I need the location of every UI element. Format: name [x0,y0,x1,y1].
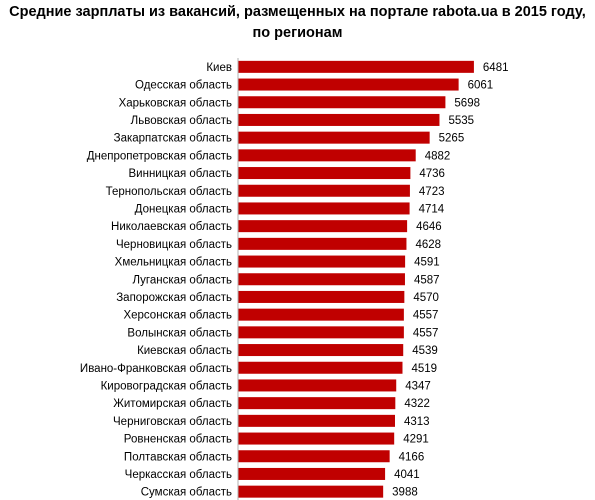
bar [238,414,395,427]
bar [238,184,410,197]
bar [238,202,410,215]
bar [238,290,405,303]
value-label: 4591 [414,257,440,269]
category-label: Закарпатская область [114,133,232,145]
category-label: Днепропетровская область [87,150,232,162]
value-label: 4041 [394,469,420,481]
value-label: 4557 [413,310,439,322]
category-label: Запорожская область [116,292,232,304]
value-label: 4519 [411,363,437,375]
bar [238,397,396,410]
bar [238,379,397,392]
value-label: 6061 [468,80,494,92]
bar [238,149,416,162]
category-label: Николаевская область [111,221,232,233]
bar [238,450,390,463]
category-label: Черкасская область [125,469,232,481]
value-label: 4736 [419,168,445,180]
category-label: Черновицкая область [116,239,232,251]
category-label: Одесская область [135,80,232,92]
value-label: 4628 [415,239,441,251]
value-label: 4557 [413,327,439,339]
bar [238,432,395,445]
bar [238,467,386,480]
chart-title-line-1: Средние зарплаты из вакансий, размещенны… [9,4,586,20]
bar [238,237,407,250]
bars-group: Киев 6481 Одесская область 6061 Харьковская … [80,60,509,499]
value-label: 5698 [454,97,480,109]
value-label: 4714 [419,203,445,215]
bar [238,255,406,268]
category-label: Киевская область [137,345,232,357]
value-label: 4646 [416,221,442,233]
bar [238,344,404,357]
value-label: 4570 [413,292,439,304]
category-label: Житомирская область [113,398,232,410]
bar [238,326,404,339]
value-label: 5265 [439,133,465,145]
value-label: 5535 [448,115,474,127]
bar [238,220,408,233]
bar [238,308,404,321]
bar [238,78,459,91]
category-label: Ровненская область [124,434,232,446]
value-label: 4539 [412,345,438,357]
category-label: Хмельницкая область [115,257,232,269]
value-label: 4313 [404,416,430,428]
category-label: Кировоградская область [101,380,232,392]
chart-title: Средние зарплаты из вакансий, размещенны… [0,2,595,44]
bar [238,131,430,144]
bar [238,273,405,286]
category-label: Донецкая область [135,203,232,215]
bar [238,167,411,180]
bar [238,113,440,126]
value-label: 4882 [425,150,451,162]
category-label: Луганская область [132,274,232,286]
value-label: 4347 [405,380,431,392]
bar [238,96,446,109]
bar [238,485,384,498]
value-label: 4723 [419,186,445,198]
category-label: Сумская область [141,487,232,499]
category-label: Ивано-Франковская область [80,363,232,375]
value-label: 4166 [399,451,425,463]
category-label: Харьковская область [119,97,232,109]
category-label: Винницкая область [129,168,233,180]
category-label: Черниговская область [113,416,232,428]
value-label: 4322 [404,398,430,410]
bar [238,361,403,374]
value-label: 4291 [403,434,429,446]
bar [238,60,474,73]
value-label: 3988 [392,487,418,499]
category-label: Полтавская область [124,451,232,463]
value-label: 4587 [414,274,440,286]
category-label: Львовская область [131,115,232,127]
value-label: 6481 [483,62,509,74]
category-label: Херсонская область [123,310,232,322]
chart-title-line-2: по регионам [252,25,343,41]
category-label: Тернопольская область [106,186,232,198]
category-label: Волынская область [127,327,232,339]
category-label: Киев [206,62,232,74]
